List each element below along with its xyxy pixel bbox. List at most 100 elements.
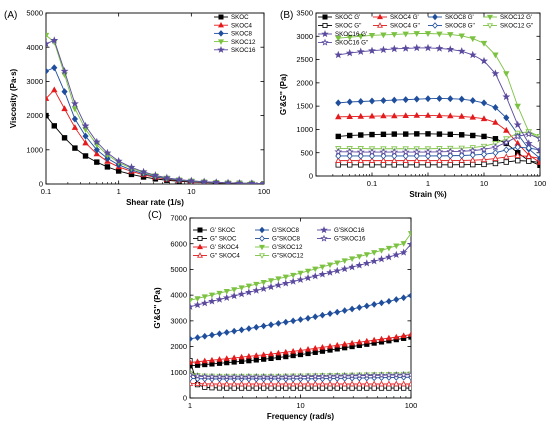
data-point-g-skoc16 <box>399 248 408 256</box>
data-point-g-skoc8 <box>223 329 230 336</box>
data-point-g-skoc12 <box>216 290 223 297</box>
series-group <box>190 231 411 391</box>
legend-label-g-skoc12: G'SKOC12 <box>272 244 303 251</box>
data-point-skoc4-g <box>368 157 376 163</box>
data-point-skoc4 <box>51 86 58 93</box>
legend-marker-g-skoc <box>197 227 203 233</box>
data-point-skoc <box>94 159 100 165</box>
data-point-g-skoc16 <box>274 281 283 289</box>
data-point-skoc-g <box>481 133 487 140</box>
series-line-skoc16 <box>46 39 264 184</box>
data-point-g-skoc4 <box>393 380 400 387</box>
data-point-skoc8-g <box>424 95 432 103</box>
data-point-g-skoc <box>216 360 223 366</box>
data-point-g-skoc8 <box>408 292 411 300</box>
data-point-g-skoc <box>268 355 274 362</box>
data-point-skoc16 <box>81 121 90 130</box>
data-point-skoc4-g <box>492 118 499 125</box>
data-point-g-skoc16 <box>385 371 393 379</box>
data-point-g-skoc <box>378 385 385 391</box>
data-point-g-skoc4 <box>400 380 407 387</box>
data-point-skoc16-g <box>435 147 444 156</box>
legend-marker-skoc4-g <box>377 22 383 28</box>
data-point-g-skoc4 <box>231 380 238 387</box>
data-point-skoc-g <box>391 131 397 137</box>
legend-label-g-skoc: G' SKOC <box>210 227 236 234</box>
data-point-skoc-g <box>403 162 409 168</box>
data-point-g-skoc16 <box>208 372 216 381</box>
data-point-skoc4-g <box>335 113 342 120</box>
legend-label-skoc-g: SKOC G'' <box>335 23 361 30</box>
data-point-g-skoc4 <box>194 380 201 386</box>
legend-marker-skoc16-g <box>321 38 329 46</box>
data-point-g-skoc4 <box>201 357 208 364</box>
data-point-g-skoc <box>283 385 289 391</box>
legend-marker-skoc16-g <box>321 30 329 38</box>
data-point-g-skoc4 <box>363 380 370 387</box>
data-point-g-skoc16 <box>318 270 327 278</box>
legend-marker-skoc4-g <box>377 13 383 20</box>
data-point-g-skoc8 <box>400 294 407 302</box>
data-point-g-skoc4 <box>190 380 194 386</box>
data-point-g-skoc16 <box>230 291 238 300</box>
data-point-skoc-g <box>380 131 387 138</box>
data-point-skoc-g <box>492 160 499 167</box>
data-point-g-skoc4 <box>371 380 378 387</box>
data-point-g-skoc4 <box>290 380 297 387</box>
data-point-g-skoc4 <box>216 380 223 387</box>
data-point-g-skoc4 <box>378 335 385 342</box>
y-tick-label: 2500 <box>296 55 313 64</box>
data-point-g-skoc16 <box>215 295 224 303</box>
data-point-skoc8-g <box>380 152 387 160</box>
data-point-skoc16-g <box>446 147 455 155</box>
data-point-g-skoc4 <box>194 358 201 365</box>
x-tick-label: 0.1 <box>367 179 377 188</box>
data-point-skoc16-g <box>480 145 488 153</box>
data-point-skoc12 <box>46 32 50 39</box>
data-point-g-skoc16 <box>407 240 411 248</box>
data-point-skoc8 <box>71 115 78 123</box>
legend-label-skoc8-g: SKOC8 G'' <box>445 23 475 30</box>
data-point-g-skoc8 <box>312 313 319 321</box>
data-point-g-skoc <box>297 351 304 358</box>
data-point-g-skoc16 <box>200 372 209 380</box>
data-point-g-skoc8 <box>378 299 385 307</box>
data-point-g-skoc <box>238 385 245 391</box>
data-point-skoc4 <box>93 150 100 157</box>
x-axis-title: Strain (%) <box>409 190 447 199</box>
data-point-skoc4-g <box>492 155 499 161</box>
data-point-skoc4-g <box>391 157 398 163</box>
data-point-skoc12-g <box>480 40 488 47</box>
data-point-skoc16-g <box>334 50 343 59</box>
data-point-g-skoc4 <box>201 380 208 387</box>
data-point-g-skoc4 <box>297 380 304 387</box>
data-point-g-skoc12 <box>312 266 319 273</box>
y-tick-label: 2000 <box>170 342 187 351</box>
data-point-g-skoc16 <box>333 266 342 274</box>
data-point-g-skoc12 <box>260 280 267 286</box>
y-tick-label: 5000 <box>170 265 187 274</box>
data-point-g-skoc16 <box>340 264 349 273</box>
data-point-skoc8-g <box>447 152 454 160</box>
data-point-skoc-g <box>369 131 375 138</box>
data-point-skoc4 <box>61 105 68 112</box>
data-point-g-skoc12 <box>275 276 282 283</box>
data-point-skoc4 <box>46 95 50 101</box>
panel-label: (B) <box>280 10 293 21</box>
data-point-g-skoc <box>371 385 377 391</box>
data-point-g-skoc16 <box>377 255 386 263</box>
series-line-skoc4 <box>46 89 264 184</box>
data-point-skoc8 <box>93 146 100 154</box>
data-point-g-skoc12 <box>385 245 392 252</box>
data-point-skoc16-g <box>345 147 354 156</box>
chart-panel-c: (C)1 10 10001000200030004000500060007000Fr… <box>148 210 417 421</box>
data-point-g-skoc16 <box>215 372 224 381</box>
x-axis-title: Frequency (rad/s) <box>267 412 334 421</box>
legend-marker-g-skoc12 <box>259 244 265 251</box>
data-point-g-skoc8 <box>371 301 378 308</box>
data-point-g-skoc16 <box>377 371 386 379</box>
data-point-skoc12-g <box>424 31 432 37</box>
data-point-skoc-g <box>380 162 387 168</box>
data-point-skoc-g <box>459 162 465 168</box>
data-point-skoc <box>51 123 57 129</box>
